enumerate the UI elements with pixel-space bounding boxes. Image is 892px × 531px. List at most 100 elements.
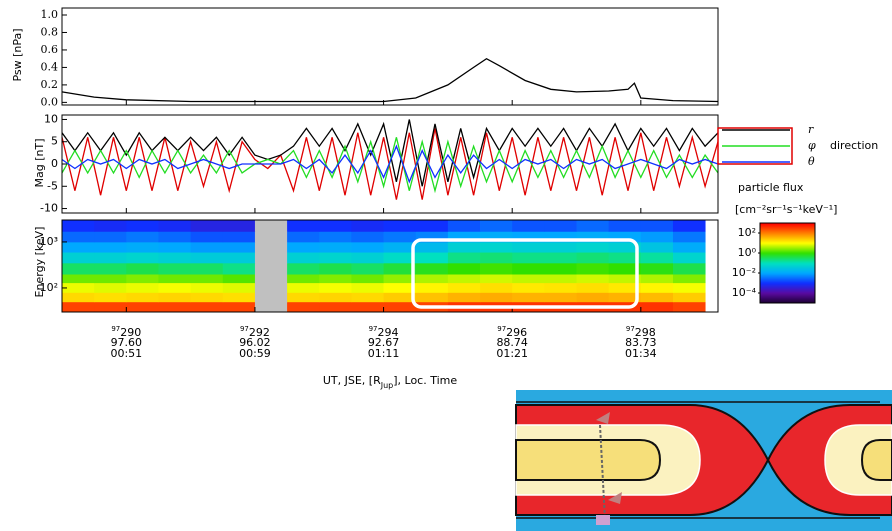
colorbar-step — [760, 273, 815, 275]
data-gap — [254, 252, 288, 264]
y-tick-label: -5 — [47, 179, 58, 192]
heatmap-cell — [672, 231, 706, 243]
x-tick-local-time: 01:21 — [496, 347, 528, 360]
heatmap-cell — [512, 220, 545, 232]
colorbar-step — [760, 293, 815, 295]
colorbar-tick-label: 10² — [738, 226, 756, 239]
colorbar-step — [760, 286, 815, 288]
x-label-sub: Jup — [380, 381, 394, 390]
heatmap-cell — [319, 231, 352, 243]
heatmap-cell — [383, 301, 417, 313]
heatmap-cell — [94, 252, 127, 264]
colorbar-step — [760, 223, 815, 225]
heatmap-cell — [287, 292, 320, 303]
colorbar-step — [760, 254, 815, 256]
heatmap-cell — [222, 282, 256, 293]
x-tick-day: 296 — [506, 326, 527, 339]
colorbar-step — [760, 229, 815, 231]
colorbar-step — [760, 238, 815, 240]
y-tick-label: 5 — [51, 135, 58, 148]
colorbar-step — [760, 276, 815, 278]
colorbar-tick-label: 10⁻² — [732, 266, 756, 279]
colorbar-step — [760, 278, 815, 280]
heatmap-cell — [383, 241, 417, 253]
x-tick-day: 298 — [635, 326, 656, 339]
heatmap-cell — [319, 292, 352, 303]
colorbar-step — [760, 260, 815, 262]
colorbar-step — [760, 292, 815, 294]
heatmap-cell — [351, 252, 384, 264]
heatmap-cell — [576, 262, 610, 275]
colorbar-step — [760, 244, 815, 246]
heatmap-cell — [480, 220, 513, 232]
y-tick-label: 0 — [51, 157, 58, 170]
x-tick-local-time: 01:11 — [368, 347, 400, 360]
heatmap-cell — [480, 231, 513, 243]
heatmap-cell — [608, 220, 642, 232]
heatmap-cell — [158, 292, 192, 303]
heatmap-cell — [190, 231, 224, 243]
heatmap-cell — [608, 262, 642, 275]
colorbar-step — [760, 268, 815, 270]
y-tick-label: 0.2 — [41, 78, 59, 91]
colorbar-step — [760, 274, 815, 276]
colorbar-step — [760, 285, 815, 287]
heatmap-cell — [319, 252, 352, 264]
heatmap-cell — [447, 262, 481, 275]
heatmap-cell — [158, 241, 192, 253]
heatmap-cell — [480, 262, 513, 275]
colorbar-step — [760, 246, 815, 248]
heatmap-cell — [222, 220, 256, 232]
legend-label: r — [808, 123, 814, 136]
x-tick-day: 294 — [378, 326, 399, 339]
colorbar-step — [760, 271, 815, 273]
heatmap-cell — [62, 274, 95, 284]
colorbar-step — [760, 290, 815, 292]
heatmap-cell — [512, 231, 545, 243]
heatmap-cell — [126, 252, 159, 264]
trajectory — [599, 424, 606, 521]
heatmap-cell — [190, 282, 224, 293]
colorbar-step — [760, 241, 815, 243]
heatmap-cell — [383, 274, 417, 284]
heatmap-cell — [640, 262, 674, 275]
heatmap-cell — [640, 252, 674, 264]
heatmap-cell — [640, 292, 674, 303]
colorbar-step — [760, 294, 815, 296]
colorbar-step — [760, 281, 815, 283]
colorbar-units: [cm⁻²sr⁻¹s⁻¹keV⁻¹] — [735, 203, 837, 216]
x-tick-year: 97 — [111, 325, 120, 333]
heatmap-cell — [576, 282, 610, 293]
heatmap-cell — [608, 292, 642, 303]
heatmap-cell — [640, 274, 674, 284]
heatmap-cell — [672, 220, 706, 232]
left-core — [515, 439, 662, 481]
x-tick-distance: 97.60 — [111, 336, 143, 349]
panel-frame — [61, 219, 719, 313]
heatmap-cell — [576, 231, 610, 243]
heatmap-cell — [190, 274, 224, 284]
x-tick-local-time: 00:51 — [110, 347, 142, 360]
heatmap-cell — [447, 231, 481, 243]
heatmap-cell — [512, 282, 545, 293]
heatmap-cell — [576, 241, 610, 253]
heatmap-cell — [544, 220, 577, 232]
data-gap — [254, 231, 288, 243]
heatmap-cell — [672, 241, 706, 253]
heatmap-cell — [287, 220, 320, 232]
heatmap-cell — [94, 262, 127, 275]
colorbar-step — [760, 295, 815, 297]
data-gap — [254, 220, 288, 232]
colorbar-step — [760, 235, 815, 237]
heatmap-cell — [351, 220, 384, 232]
y-tick-label: 10³ — [40, 235, 58, 248]
heatmap-cell — [640, 282, 674, 293]
heatmap-cell — [447, 241, 481, 253]
heatmap-cell — [319, 241, 352, 253]
heatmap-cell — [447, 252, 481, 264]
x-tick-distance: 88.74 — [496, 336, 528, 349]
colorbar-step — [760, 261, 815, 263]
colorbar-step — [760, 259, 815, 261]
heatmap-cell — [672, 301, 706, 313]
colorbar-step — [760, 282, 815, 284]
